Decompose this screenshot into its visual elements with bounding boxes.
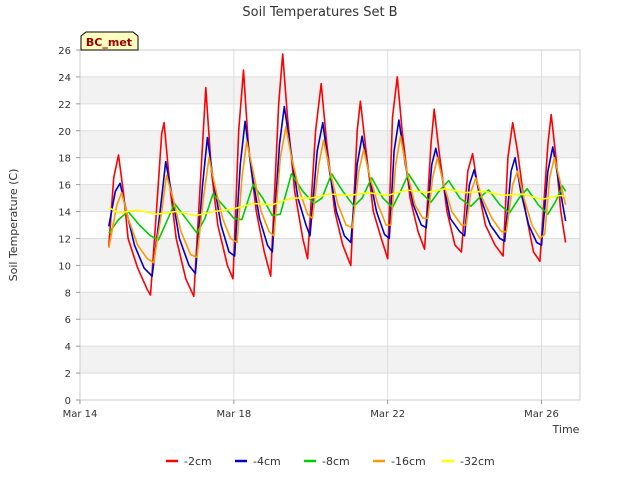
legend-label: -16cm [391,455,426,468]
x-tick-label: Mar 14 [63,409,98,420]
x-tick-label: Mar 22 [370,409,405,420]
x-tick-label: Mar 26 [524,409,559,420]
plot-band [80,76,580,104]
chart-title: Soil Temperatures Set B [242,5,397,20]
y-tick-label: 16 [58,181,71,192]
x-tick-label: Mar 18 [216,409,251,420]
legend-label: -8cm [322,455,350,468]
y-tick-label: 8 [65,288,71,299]
y-tick-label: 12 [58,234,71,245]
site-badge-label: BC_met [86,36,132,49]
y-tick-label: 2 [65,369,71,380]
series-line-minus-32cm [108,187,566,217]
y-tick-label: 22 [58,100,71,111]
plot-frame [79,49,581,401]
y-tick-label: 26 [58,46,71,57]
y-tick-label: 4 [65,342,71,353]
y-tick-label: 24 [58,73,71,84]
legend-label: -2cm [184,455,212,468]
legend-label: -4cm [253,455,281,468]
series-line-minus-4cm [108,105,567,277]
plot-band [80,265,580,293]
series-lines [108,53,567,298]
x-axis-ticks: Mar 14 Mar 18 Mar 22 Mar 26 [63,400,559,420]
y-tick-label: 10 [58,261,71,272]
y-tick-label: 14 [58,208,71,219]
plot-band [80,50,580,77]
site-badge: BC_met [80,31,139,51]
y-tick-label: 0 [65,396,71,407]
series-line-minus-2cm [108,53,567,298]
plot-band [80,319,580,347]
plot-band [80,238,580,266]
y-tick-label: 18 [58,154,71,165]
plot-band [80,346,580,374]
y-tick-label: 6 [65,315,71,326]
plot-band [80,292,580,320]
y-tick-label: 20 [58,127,71,138]
plot-band [80,130,580,158]
site-badge-box [80,31,139,51]
series-line-minus-16cm [108,125,567,264]
series-line-minus-8cm [108,173,567,241]
plot-band [80,373,580,400]
plot-band [80,103,580,131]
x-axis-label: Time [552,423,580,436]
y-axis-label: Soil Temperature (C) [7,169,20,282]
legend-label: -32cm [460,455,495,468]
legend: -2cm -4cm -8cm -16cm -32cm [166,455,495,468]
